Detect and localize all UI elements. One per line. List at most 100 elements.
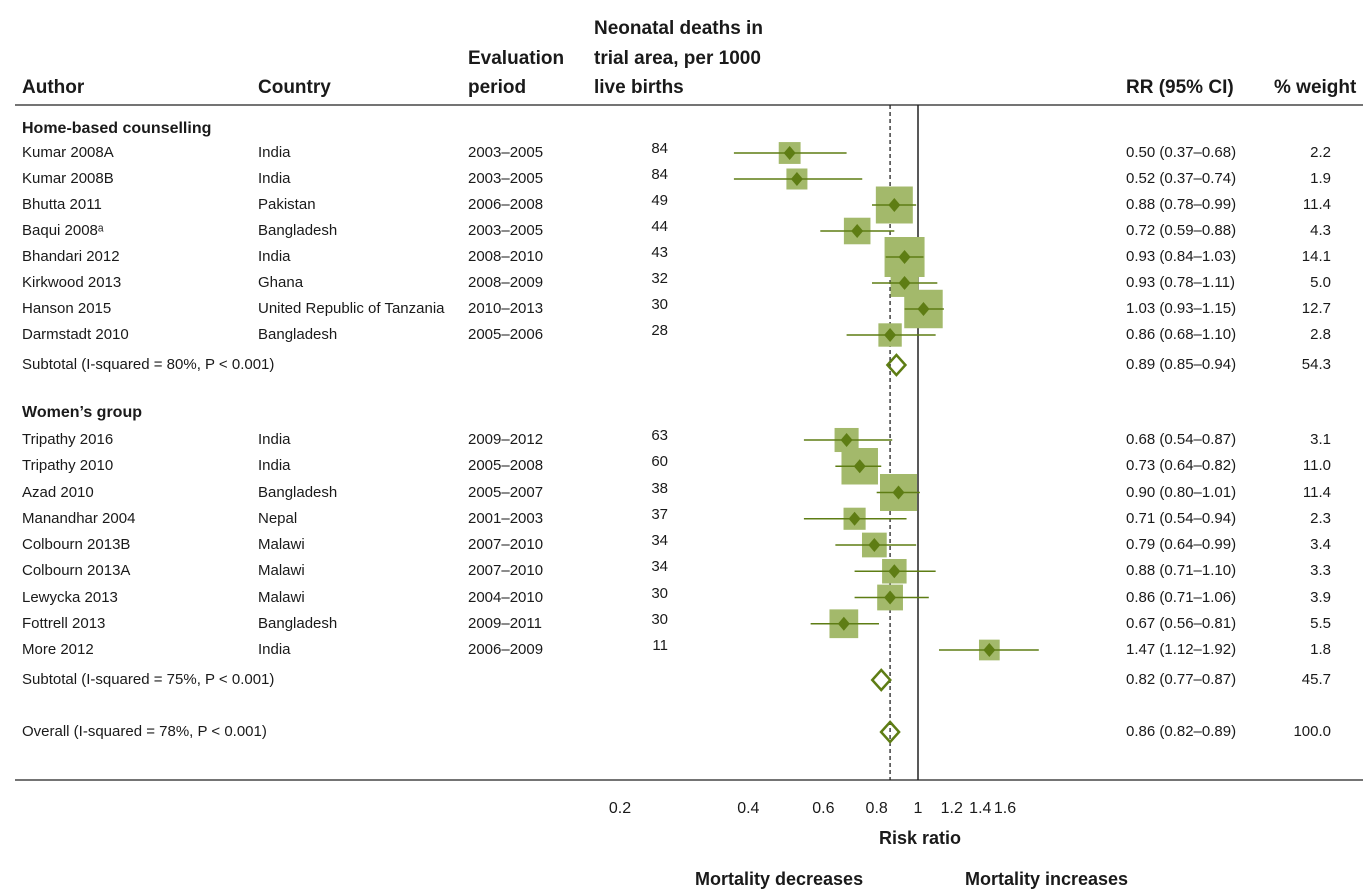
overall-ci: 0.86 (0.82–0.89) [1126,723,1237,740]
header-rr: RR (95% CI) [1126,77,1234,98]
point-marker [898,276,911,290]
x-tick-label: 1.6 [993,800,1017,817]
study-weight: 1.8 [1310,641,1331,658]
study-ci: 1.47 (1.12–1.92) [1126,641,1237,658]
point-marker [888,564,901,579]
study-deaths: 84 [651,140,668,157]
study-weight: 5.5 [1310,614,1331,632]
point-marker [892,485,905,500]
study-weight: 4.3 [1310,222,1331,239]
study-deaths: 60 [651,453,668,471]
point-marker [888,198,901,212]
study-weight: 3.3 [1310,562,1331,580]
study-author: More 2012 [22,641,94,658]
study-ci: 0.67 (0.56–0.81) [1126,614,1237,632]
study-weight: 12.7 [1301,300,1331,317]
study-deaths: 11 [652,637,668,654]
x-tick-label: 1 [913,800,923,817]
point-marker [868,538,881,552]
study-deaths: 34 [651,532,668,549]
header-period-line2: period [468,77,527,98]
point-marker [884,590,897,605]
study-country: Malawi [258,562,305,580]
study-ci: 0.93 (0.78–1.11) [1126,274,1235,291]
study-period: 2003–2005 [468,170,544,187]
subtotal-ci: 0.89 (0.85–0.94) [1126,356,1237,373]
point-marker [898,250,911,264]
x-tick-label: 1.4 [969,800,992,817]
point-marker [917,302,930,316]
subtotal-diamond [870,668,892,692]
study-ci: 0.73 (0.64–0.82) [1126,457,1237,475]
study-author: Tripathy 2016 [22,431,114,448]
study-country: Nepal [258,509,298,527]
study-period: 2007–2010 [468,562,544,580]
annotation-decreases: Mortality decreases [695,869,864,889]
study-country: Malawi [258,588,305,606]
study-ci: 0.79 (0.64–0.99) [1126,536,1237,553]
study-deaths: 44 [651,218,668,235]
study-deaths: 43 [651,244,668,261]
study-weight: 11.4 [1302,483,1331,501]
study-weight: 5.0 [1310,274,1331,291]
study-weight: 1.9 [1310,170,1331,187]
study-country: Ghana [258,274,304,291]
study-author: Tripathy 2010 [22,457,114,475]
study-author: Hanson 2015 [22,300,112,317]
study-author: Fottrell 2013 [22,614,106,632]
study-ci: 0.50 (0.37–0.68) [1126,144,1237,161]
study-ci: 0.72 (0.59–0.88) [1126,222,1237,239]
overall-label: Overall (I-squared = 78%, P < 0.001) [22,723,267,740]
study-deaths: 84 [651,166,668,183]
study-author: Azad 2010 [22,483,94,501]
study-weight: 3.9 [1310,588,1331,606]
study-country: Bangladesh [258,483,338,501]
study-weight: 2.2 [1310,144,1331,161]
study-period: 2005–2008 [468,457,544,475]
overall-weight: 100.0 [1293,723,1331,740]
study-author: Colbourn 2013A [22,562,131,580]
study-deaths: 32 [651,270,668,287]
point-marker [783,146,796,160]
study-period: 2004–2010 [468,588,544,606]
x-tick-label: 0.2 [608,800,632,817]
study-country: Bangladesh [258,222,338,239]
study-ci: 0.71 (0.54–0.94) [1126,509,1237,527]
subtotal-ci: 0.82 (0.77–0.87) [1126,671,1237,688]
header-country: Country [258,77,331,98]
study-ci: 0.86 (0.71–1.06) [1126,588,1237,606]
study-deaths: 63 [651,427,668,444]
header-deaths-line2: trial area, per 1000 [594,48,761,69]
section-womens-group: Women’s group [22,404,142,421]
study-period: 2010–2013 [468,300,544,317]
point-marker [840,433,853,447]
header-weight: % weight [1274,77,1357,98]
study-country: Bangladesh [258,326,338,343]
study-period: 2007–2010 [468,536,544,553]
study-country: Malawi [258,536,305,553]
study-deaths: 30 [651,584,668,602]
point-marker [853,459,866,474]
subtotal-label: Subtotal (I-squared = 80%, P < 0.001) [22,356,275,373]
study-deaths: 30 [651,296,668,313]
header-deaths-line1: Neonatal deaths in [594,18,763,39]
study-deaths: 37 [651,505,668,523]
study-author: Darmstadt 2010 [22,326,129,343]
subtotal-label: Subtotal (I-squared = 75%, P < 0.001) [22,671,275,688]
point-marker [983,643,996,657]
point-marker [837,616,850,631]
study-ci: 0.52 (0.37–0.74) [1126,170,1237,187]
study-weight: 2.8 [1310,326,1331,343]
study-ci: 0.90 (0.80–1.01) [1126,483,1237,501]
study-deaths: 38 [651,479,668,497]
study-period: 2001–2003 [468,509,544,527]
study-author: Kirkwood 2013 [22,274,122,291]
study-period: 2009–2011 [468,614,542,632]
x-tick-label: 0.8 [865,800,888,817]
study-country: India [258,457,291,475]
study-country: India [258,641,291,658]
point-marker [790,172,803,186]
study-weight: 14.1 [1301,248,1331,265]
study-country: Bangladesh [258,614,338,632]
